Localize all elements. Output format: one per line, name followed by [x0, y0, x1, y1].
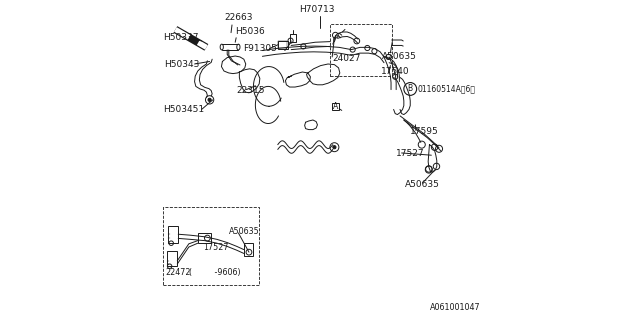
- Circle shape: [333, 146, 336, 149]
- Bar: [278, 41, 287, 48]
- Bar: [244, 243, 253, 256]
- Text: 17527: 17527: [204, 243, 228, 252]
- Text: A: A: [333, 102, 339, 111]
- Bar: [168, 226, 178, 243]
- Text: 17595: 17595: [410, 127, 439, 136]
- Bar: [278, 41, 288, 49]
- Text: (         -9606): ( -9606): [189, 268, 241, 277]
- Text: A061001047: A061001047: [429, 303, 480, 312]
- Text: 17527: 17527: [396, 149, 425, 158]
- Text: A50635: A50635: [383, 52, 417, 60]
- Text: H50337: H50337: [163, 33, 198, 42]
- Text: H5036: H5036: [236, 27, 265, 36]
- Text: H503451: H503451: [163, 105, 204, 114]
- Bar: [163, 207, 259, 285]
- Circle shape: [208, 98, 211, 101]
- Text: A50635: A50635: [229, 228, 260, 236]
- Bar: [332, 103, 339, 110]
- Bar: [167, 251, 177, 266]
- Text: H50343: H50343: [164, 60, 199, 68]
- Text: 01160514A（6）: 01160514A（6）: [418, 84, 476, 93]
- Text: 17540: 17540: [381, 67, 410, 76]
- Bar: [198, 233, 211, 243]
- Text: B: B: [408, 84, 413, 93]
- Text: A50635: A50635: [405, 180, 440, 189]
- Text: 22472: 22472: [166, 268, 191, 277]
- Text: H70713: H70713: [299, 5, 335, 14]
- Text: 24027: 24027: [333, 54, 361, 63]
- Text: 22315: 22315: [237, 86, 266, 95]
- Text: F91305: F91305: [243, 44, 277, 53]
- Text: 22663: 22663: [224, 13, 253, 22]
- Bar: [330, 24, 392, 76]
